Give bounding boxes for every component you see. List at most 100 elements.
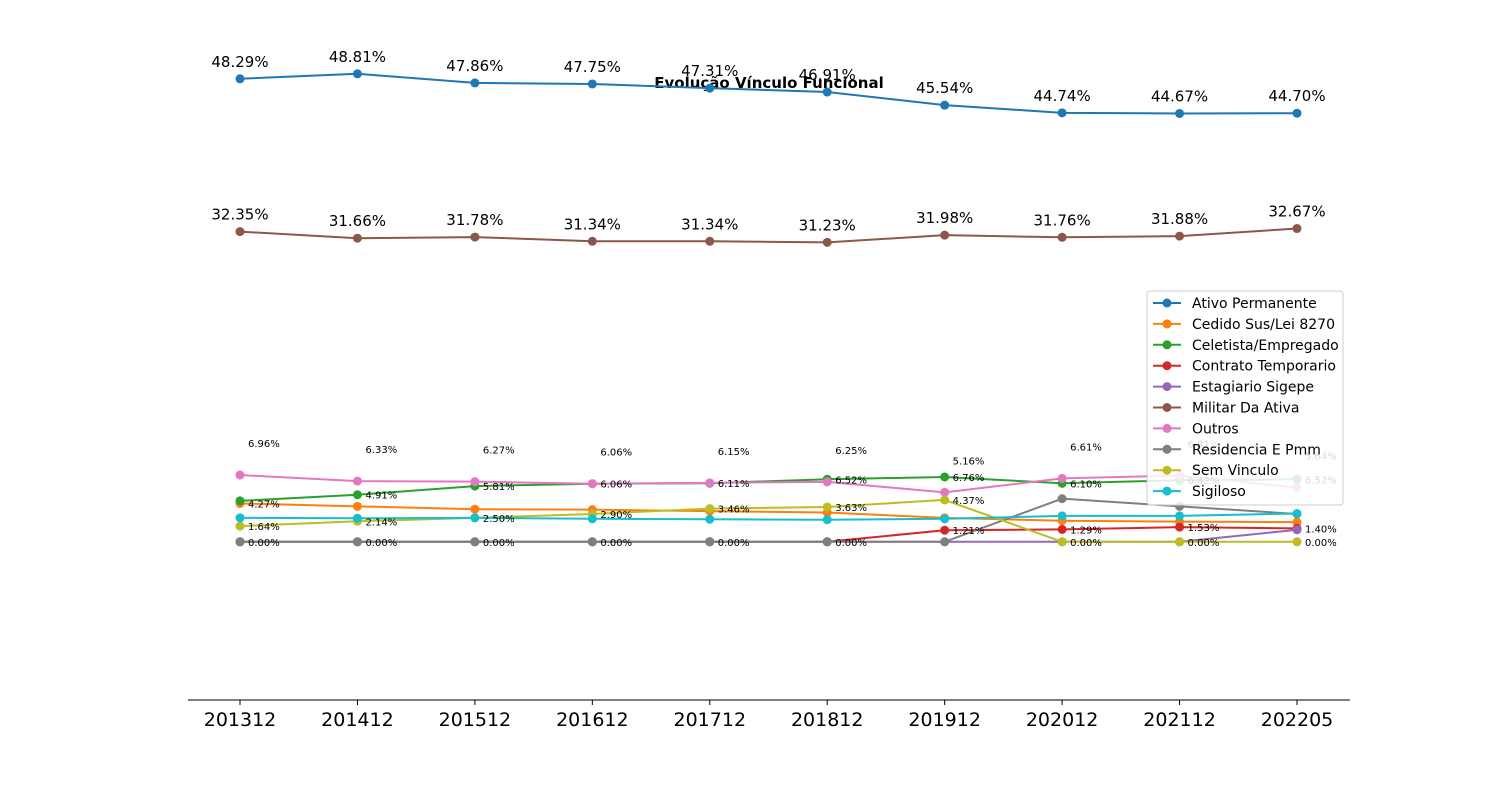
data-point <box>1175 231 1185 241</box>
data-point <box>1057 537 1067 547</box>
data-label: 31.23% <box>799 216 856 234</box>
data-label: 1.21% <box>953 526 985 537</box>
series-line <box>239 72 1298 115</box>
data-point <box>235 74 245 84</box>
data-point <box>940 100 950 110</box>
data-label: 0.00% <box>1188 538 1220 549</box>
series-ativo-permanente <box>235 69 1302 118</box>
data-point <box>470 504 480 514</box>
legend-swatch-marker <box>1162 361 1172 371</box>
legend-item: Celetista/Empregado <box>1153 338 1339 354</box>
data-label: 0.00% <box>835 538 867 549</box>
legend: Ativo Permanente Cedido Sus/Lei 8270 Celet… <box>1146 290 1344 506</box>
data-label: 47.75% <box>564 58 621 76</box>
series-line <box>240 528 1298 543</box>
data-label: 6.06% <box>600 448 632 459</box>
series-line <box>239 227 1298 244</box>
data-label: 4.27% <box>248 499 280 510</box>
data-point <box>470 232 480 242</box>
legend-swatch-marker <box>1162 382 1172 392</box>
data-point <box>470 477 480 487</box>
legend-item: Sem Vinculo <box>1153 463 1279 479</box>
data-point <box>1057 108 1067 118</box>
x-tick-label: 202112 <box>1143 709 1216 731</box>
data-point <box>705 504 715 514</box>
legend-label: Sem Vinculo <box>1192 463 1279 479</box>
series-layer <box>235 69 1302 547</box>
series-militar-da-ativa <box>235 224 1302 247</box>
data-label: 6.15% <box>718 447 750 458</box>
data-label: 2.50% <box>483 514 515 525</box>
data-point <box>940 495 950 505</box>
data-label: 44.70% <box>1268 87 1325 105</box>
data-label: 5.16% <box>953 456 985 467</box>
data-label: 2.14% <box>365 517 397 528</box>
legend-item: Outros <box>1153 421 1239 437</box>
series-line <box>239 474 1298 494</box>
x-tick-label: 202205 <box>1261 709 1334 731</box>
series-line <box>240 497 1298 543</box>
data-label: 0.00% <box>1305 538 1337 549</box>
data-point <box>1292 525 1302 535</box>
data-label: 44.67% <box>1151 87 1208 105</box>
legend-item: Cedido Sus/Lei 8270 <box>1153 317 1335 333</box>
data-label: 0.00% <box>483 538 515 549</box>
data-label: 0.00% <box>600 538 632 549</box>
data-point <box>352 476 362 486</box>
data-label: 31.66% <box>329 212 386 230</box>
data-label: 0.00% <box>1070 538 1102 549</box>
data-point <box>470 513 480 523</box>
data-label: 6.11% <box>718 479 750 490</box>
data-label: 31.98% <box>916 209 973 227</box>
legend-label: Contrato Temporario <box>1192 359 1336 375</box>
data-point <box>1292 108 1302 118</box>
data-label: 1.64% <box>248 522 280 533</box>
data-label: 3.46% <box>718 505 750 516</box>
legend-label: Residencia E Pmm <box>1192 442 1321 458</box>
data-label: 31.76% <box>1034 211 1091 229</box>
data-point <box>352 490 362 500</box>
data-label: 1.29% <box>1070 525 1102 536</box>
data-label: 0.00% <box>718 538 750 549</box>
x-tick-label: 201712 <box>674 709 747 731</box>
data-point <box>822 87 832 97</box>
x-tick-label: 201912 <box>908 709 981 731</box>
legend-item: Militar Da Ativa <box>1153 401 1299 417</box>
data-label: 0.00% <box>365 538 397 549</box>
legend-swatch-marker <box>1162 444 1172 454</box>
legend-item: Sigiloso <box>1153 484 1246 500</box>
data-point <box>940 525 950 535</box>
data-label: 46.91% <box>799 66 856 84</box>
legend-swatch-marker <box>1162 423 1172 433</box>
data-point <box>1292 517 1302 527</box>
legend-swatch-marker <box>1162 403 1172 412</box>
data-label: 47.31% <box>681 62 738 80</box>
data-label: 45.54% <box>916 79 973 97</box>
data-point <box>1292 224 1302 234</box>
data-point <box>1175 537 1185 547</box>
data-label: 6.52% <box>835 475 867 486</box>
series-outros <box>235 470 1302 497</box>
series-line <box>239 475 1298 502</box>
data-point <box>352 537 362 547</box>
data-point <box>587 479 597 489</box>
data-label: 31.34% <box>681 215 738 233</box>
data-point <box>822 515 832 525</box>
data-point <box>352 233 362 243</box>
legend-swatch-marker <box>1162 298 1172 308</box>
data-label: 2.90% <box>600 510 632 521</box>
legend-swatch-marker <box>1162 465 1172 475</box>
data-point <box>940 230 950 240</box>
data-label: 6.10% <box>1070 479 1102 490</box>
data-label: 6.25% <box>835 446 867 457</box>
data-label: 32.35% <box>211 206 268 224</box>
legend-label: Cedido Sus/Lei 8270 <box>1192 317 1335 333</box>
legend-swatch-marker <box>1162 340 1172 350</box>
data-label: 0.00% <box>248 538 280 549</box>
data-label: 31.34% <box>564 215 621 233</box>
data-point <box>1175 108 1185 118</box>
data-label: 6.06% <box>600 480 632 491</box>
data-point <box>470 537 480 547</box>
data-point <box>235 537 245 547</box>
data-point <box>1175 511 1185 521</box>
